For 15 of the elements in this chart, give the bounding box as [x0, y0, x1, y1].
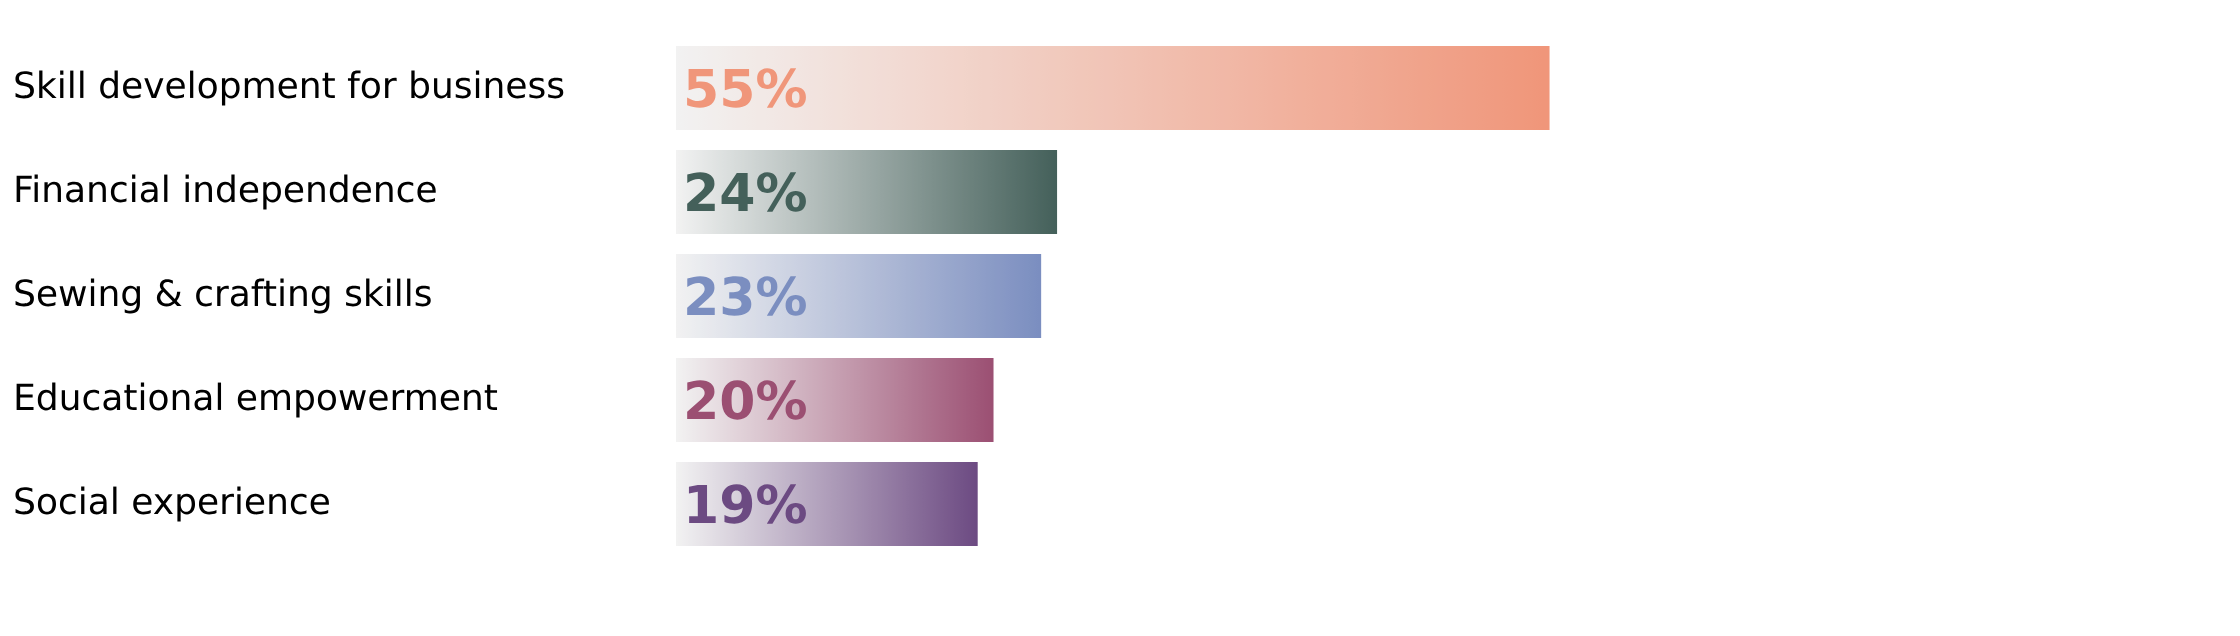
- y-tick-label: Skill development for business: [15, 70, 564, 106]
- y-tick-label: Educational empowerment: [16, 382, 498, 418]
- bar: [676, 357, 994, 442]
- data-label: 23%: [687, 276, 806, 316]
- bar: [676, 150, 1058, 234]
- bar: [676, 46, 1550, 131]
- y-tick-label: Financial independence: [16, 174, 436, 210]
- y-tick-label: Social experience: [15, 486, 329, 522]
- data-label: 19%: [688, 484, 806, 524]
- bar: [676, 254, 1042, 338]
- y-tick-label: Sewing & crafting skills: [15, 278, 431, 314]
- data-label: 55%: [687, 68, 806, 108]
- data-label: 20%: [687, 380, 806, 420]
- data-label: 24%: [687, 172, 806, 212]
- bar: [676, 461, 978, 546]
